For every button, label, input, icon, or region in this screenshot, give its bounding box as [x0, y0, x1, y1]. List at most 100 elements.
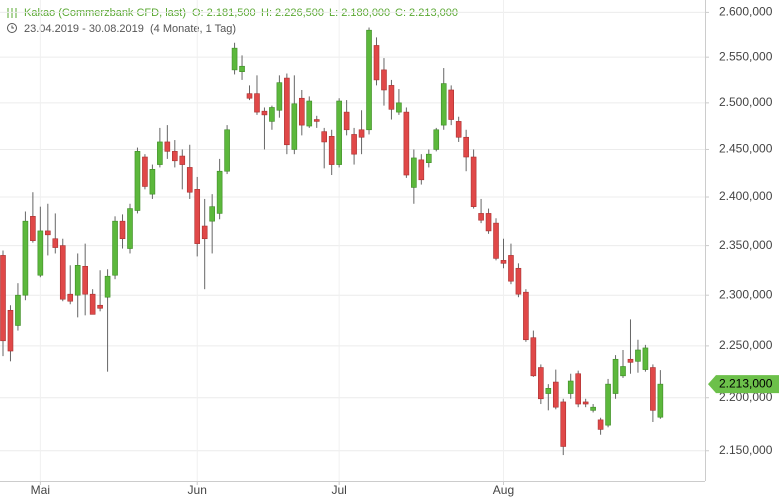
- candle-body: [597, 419, 604, 430]
- candle-body: [627, 358, 634, 363]
- candle-body: [127, 208, 133, 249]
- candle-body: [89, 293, 96, 315]
- candle-body: [635, 349, 641, 362]
- candle-body: [276, 82, 283, 111]
- candle-body: [448, 89, 455, 120]
- candle-body: [642, 347, 649, 370]
- candle-body: [0, 255, 6, 342]
- candle-body: [194, 189, 201, 244]
- candle-body: [209, 206, 215, 222]
- y-tick-label: 2.250,000: [719, 338, 773, 352]
- candle-body: [186, 167, 193, 193]
- candle-body: [590, 406, 596, 411]
- candle-body: [239, 65, 245, 72]
- candle-body: [336, 100, 342, 165]
- candle-body: [538, 367, 544, 400]
- candle-body: [82, 265, 88, 295]
- candle-body: [508, 255, 514, 282]
- candle-body: [313, 119, 320, 122]
- candle-body: [620, 366, 626, 377]
- y-tick-label: 2.600,000: [719, 5, 773, 19]
- candle-body: [328, 136, 335, 165]
- candle-body: [134, 151, 141, 211]
- candle-body: [575, 373, 581, 405]
- close-value: C: 2.213,000: [395, 7, 458, 19]
- y-tick-label: 2.150,000: [719, 443, 773, 457]
- candle-body: [612, 358, 619, 394]
- y-tick-label: 2.500,000: [719, 95, 773, 109]
- candle-body: [493, 222, 499, 259]
- candle-body: [119, 220, 126, 240]
- candle-body: [291, 103, 298, 150]
- candle-body: [478, 213, 484, 221]
- candle-icon: [7, 8, 17, 18]
- candle-body: [164, 141, 171, 152]
- candle-body: [254, 93, 260, 113]
- candle-body: [455, 121, 462, 138]
- candle-body: [22, 220, 29, 296]
- candle-body: [246, 93, 253, 99]
- y-tick-label: 2.300,000: [719, 287, 773, 301]
- candle-body: [74, 265, 81, 296]
- candle-body: [381, 69, 387, 91]
- x-tick-label: Jul: [331, 483, 346, 497]
- open-value: O: 2.181,500: [192, 7, 256, 19]
- candle-body: [37, 230, 44, 276]
- candle-body: [97, 304, 103, 309]
- candle-body: [142, 156, 148, 187]
- x-tick-label: Aug: [493, 483, 514, 497]
- candle-body: [112, 220, 118, 276]
- candle-body: [351, 134, 357, 155]
- candle-body: [30, 216, 36, 241]
- candle-body: [582, 401, 589, 405]
- candle-body: [411, 157, 417, 188]
- x-tick-label: Jun: [188, 483, 207, 497]
- candle-body: [440, 83, 447, 126]
- y-tick-label: 2.450,000: [719, 142, 773, 156]
- candle-body: [396, 102, 402, 113]
- candle-body: [373, 45, 380, 81]
- candle-body: [298, 97, 305, 126]
- instrument-name: Kakao (Commerzbank CFD, last): [24, 7, 186, 19]
- candle-body: [425, 153, 432, 163]
- candle-body: [201, 225, 208, 240]
- candle-body: [15, 294, 21, 326]
- candle-body: [269, 107, 275, 122]
- candle-body: [463, 136, 469, 158]
- candle-body: [552, 381, 559, 408]
- date-span: (4 Monate, 1 Tag): [150, 23, 236, 35]
- candle-body: [530, 337, 537, 377]
- candle-body: [284, 77, 290, 146]
- candle-body: [545, 388, 552, 394]
- candle-body: [224, 129, 230, 172]
- y-tick-label: 2.350,000: [719, 238, 773, 252]
- candle-body: [216, 170, 223, 214]
- candle-body: [45, 230, 51, 236]
- y-tick-label: 2.400,000: [719, 189, 773, 203]
- candle-body: [403, 111, 410, 176]
- clock-icon: [7, 23, 17, 33]
- candle-body: [179, 155, 186, 165]
- candle-body: [358, 129, 365, 138]
- candle-body: [366, 29, 372, 131]
- candle-body: [321, 131, 328, 143]
- high-value: H: 2.226,500: [261, 7, 324, 19]
- candle-body: [560, 401, 567, 447]
- candle-body: [104, 275, 111, 298]
- candle-body: [523, 291, 529, 341]
- last-price-tag: [708, 375, 779, 394]
- last-price-label: 2.213,000: [719, 376, 773, 390]
- candle-body: [343, 111, 350, 131]
- candle-body: [157, 141, 163, 165]
- candle-body: [650, 367, 656, 411]
- candle-body: [433, 129, 440, 150]
- candle-body: [231, 47, 238, 71]
- x-tick-label: Mai: [31, 483, 50, 497]
- candle-body: [470, 156, 477, 207]
- candle-body: [388, 85, 395, 110]
- candle-body: [500, 260, 507, 264]
- candle-body: [657, 383, 664, 418]
- candle-body: [52, 238, 59, 248]
- candle-body: [605, 383, 611, 426]
